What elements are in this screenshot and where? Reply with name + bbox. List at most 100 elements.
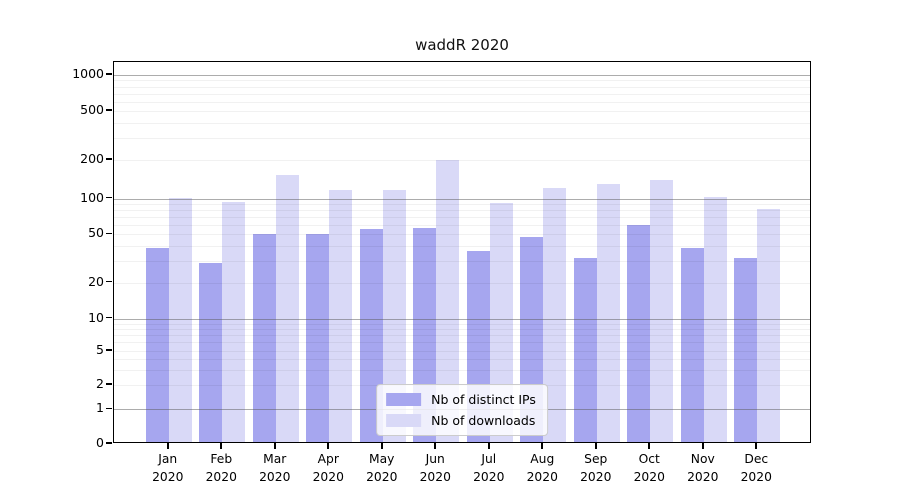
x-tick-month: Apr (317, 452, 339, 466)
y-tick-mark (106, 442, 112, 444)
x-tick-year: 2020 (205, 470, 237, 485)
bar-downloads (489, 202, 513, 442)
x-tick-year: 2020 (633, 470, 665, 485)
bar-downloads (596, 184, 620, 442)
y-tick-mark (106, 383, 112, 386)
gridline-minor (114, 111, 810, 112)
legend-label: Nb of distinct IPs (431, 392, 536, 407)
x-tick-month: Nov (690, 452, 715, 466)
x-tick-mark (701, 443, 704, 449)
x-tick-month: Sep (584, 452, 608, 466)
y-tick-label: 20 (88, 273, 104, 289)
x-tick-year: 2020 (740, 470, 772, 485)
gridline-minor (114, 329, 810, 331)
gridline-major (114, 198, 810, 200)
plot-area: Nb of distinct IPs Nb of downloads (113, 61, 811, 443)
bar-distinct-ips (306, 234, 330, 442)
x-tick-mark (380, 443, 383, 449)
bar-downloads (757, 208, 781, 442)
chart-title: waddR 2020 (415, 36, 509, 54)
y-tick-label: 200 (80, 150, 104, 166)
bar-distinct-ips (680, 248, 704, 442)
y-tick-mark (106, 73, 112, 75)
gridline-minor (114, 246, 810, 248)
bar-distinct-ips (627, 224, 651, 442)
x-tick-year: 2020 (259, 470, 291, 485)
x-tick-month: Jun (425, 452, 445, 466)
x-tick-mark (594, 443, 597, 449)
x-tick-label: Mar 2020 (243, 450, 307, 487)
gridline-minor (114, 335, 810, 337)
gridline-minor (114, 217, 810, 219)
x-tick-mark (541, 443, 544, 449)
gridline-major (114, 74, 810, 76)
legend-item-downloads: Nb of downloads (386, 413, 536, 428)
legend-swatch-distinct-ips (386, 393, 422, 406)
gridline-minor (114, 342, 810, 344)
gridline-minor (114, 159, 810, 161)
x-tick-month: Aug (530, 452, 555, 466)
x-tick-year: 2020 (687, 470, 719, 485)
x-tick-year: 2020 (312, 470, 344, 485)
y-tick-label: 100 (80, 189, 104, 205)
x-tick-mark (273, 443, 276, 449)
x-tick-mark (220, 443, 223, 449)
legend-label: Nb of downloads (431, 413, 536, 428)
x-tick-label: Aug 2020 (510, 450, 574, 487)
x-tick-label: Sep 2020 (564, 450, 628, 487)
bar-downloads (382, 189, 406, 442)
legend-swatch-downloads (386, 414, 422, 427)
y-tick-label: 50 (88, 225, 104, 241)
y-tick-mark (106, 232, 112, 235)
x-tick-month: Jan (158, 452, 178, 466)
x-tick-year: 2020 (473, 470, 505, 485)
bar-downloads (329, 189, 353, 442)
gridline-minor (114, 138, 810, 140)
y-axis: 0 1 2 5 10 20 50 100 200 500 1000 (0, 61, 104, 448)
gridline-minor (114, 370, 810, 372)
bar-distinct-ips (145, 248, 169, 442)
x-tick-mark (755, 443, 758, 449)
x-tick-mark (166, 443, 169, 449)
x-tick-mark (648, 443, 651, 449)
x-tick-year: 2020 (419, 470, 451, 485)
x-tick-month: May (369, 452, 395, 466)
gridline-minor (114, 224, 810, 226)
gridline-minor (114, 93, 810, 95)
gridline-minor (114, 210, 810, 212)
x-tick-month: Oct (638, 452, 660, 466)
gridline-minor (114, 86, 810, 88)
gridline-minor (114, 80, 810, 82)
y-tick-label: 1 (96, 400, 104, 416)
x-tick-label: Dec 2020 (724, 450, 788, 487)
x-tick-label: May 2020 (350, 450, 414, 487)
y-tick-label: 10 (88, 309, 104, 325)
gridline-minor (114, 282, 810, 284)
x-tick-year: 2020 (152, 470, 184, 485)
bar-downloads (222, 201, 246, 442)
gridline-major (114, 318, 810, 320)
gridline-minor (114, 350, 810, 352)
y-tick-mark (106, 349, 112, 351)
x-tick-year: 2020 (366, 470, 398, 485)
y-tick-label: 2 (96, 376, 104, 392)
gridline-minor (114, 261, 810, 263)
gridline-minor (114, 323, 810, 325)
x-tick-label: Oct 2020 (617, 450, 681, 487)
y-tick-mark (106, 280, 112, 283)
y-tick-label: 5 (96, 341, 104, 357)
x-tick-year: 2020 (526, 470, 558, 485)
gridline-minor (114, 122, 810, 124)
x-tick-label: Apr 2020 (296, 450, 360, 487)
bar-downloads (275, 174, 299, 442)
y-tick-mark (106, 407, 112, 410)
bar-distinct-ips (734, 257, 758, 442)
x-tick-mark (434, 443, 437, 449)
bar-downloads (650, 179, 674, 442)
bar-downloads (436, 159, 460, 442)
x-tick-label: Nov 2020 (671, 450, 735, 487)
x-tick-month: Feb (210, 452, 233, 466)
y-tick-mark (106, 316, 112, 319)
x-tick-label: Feb 2020 (189, 450, 253, 487)
